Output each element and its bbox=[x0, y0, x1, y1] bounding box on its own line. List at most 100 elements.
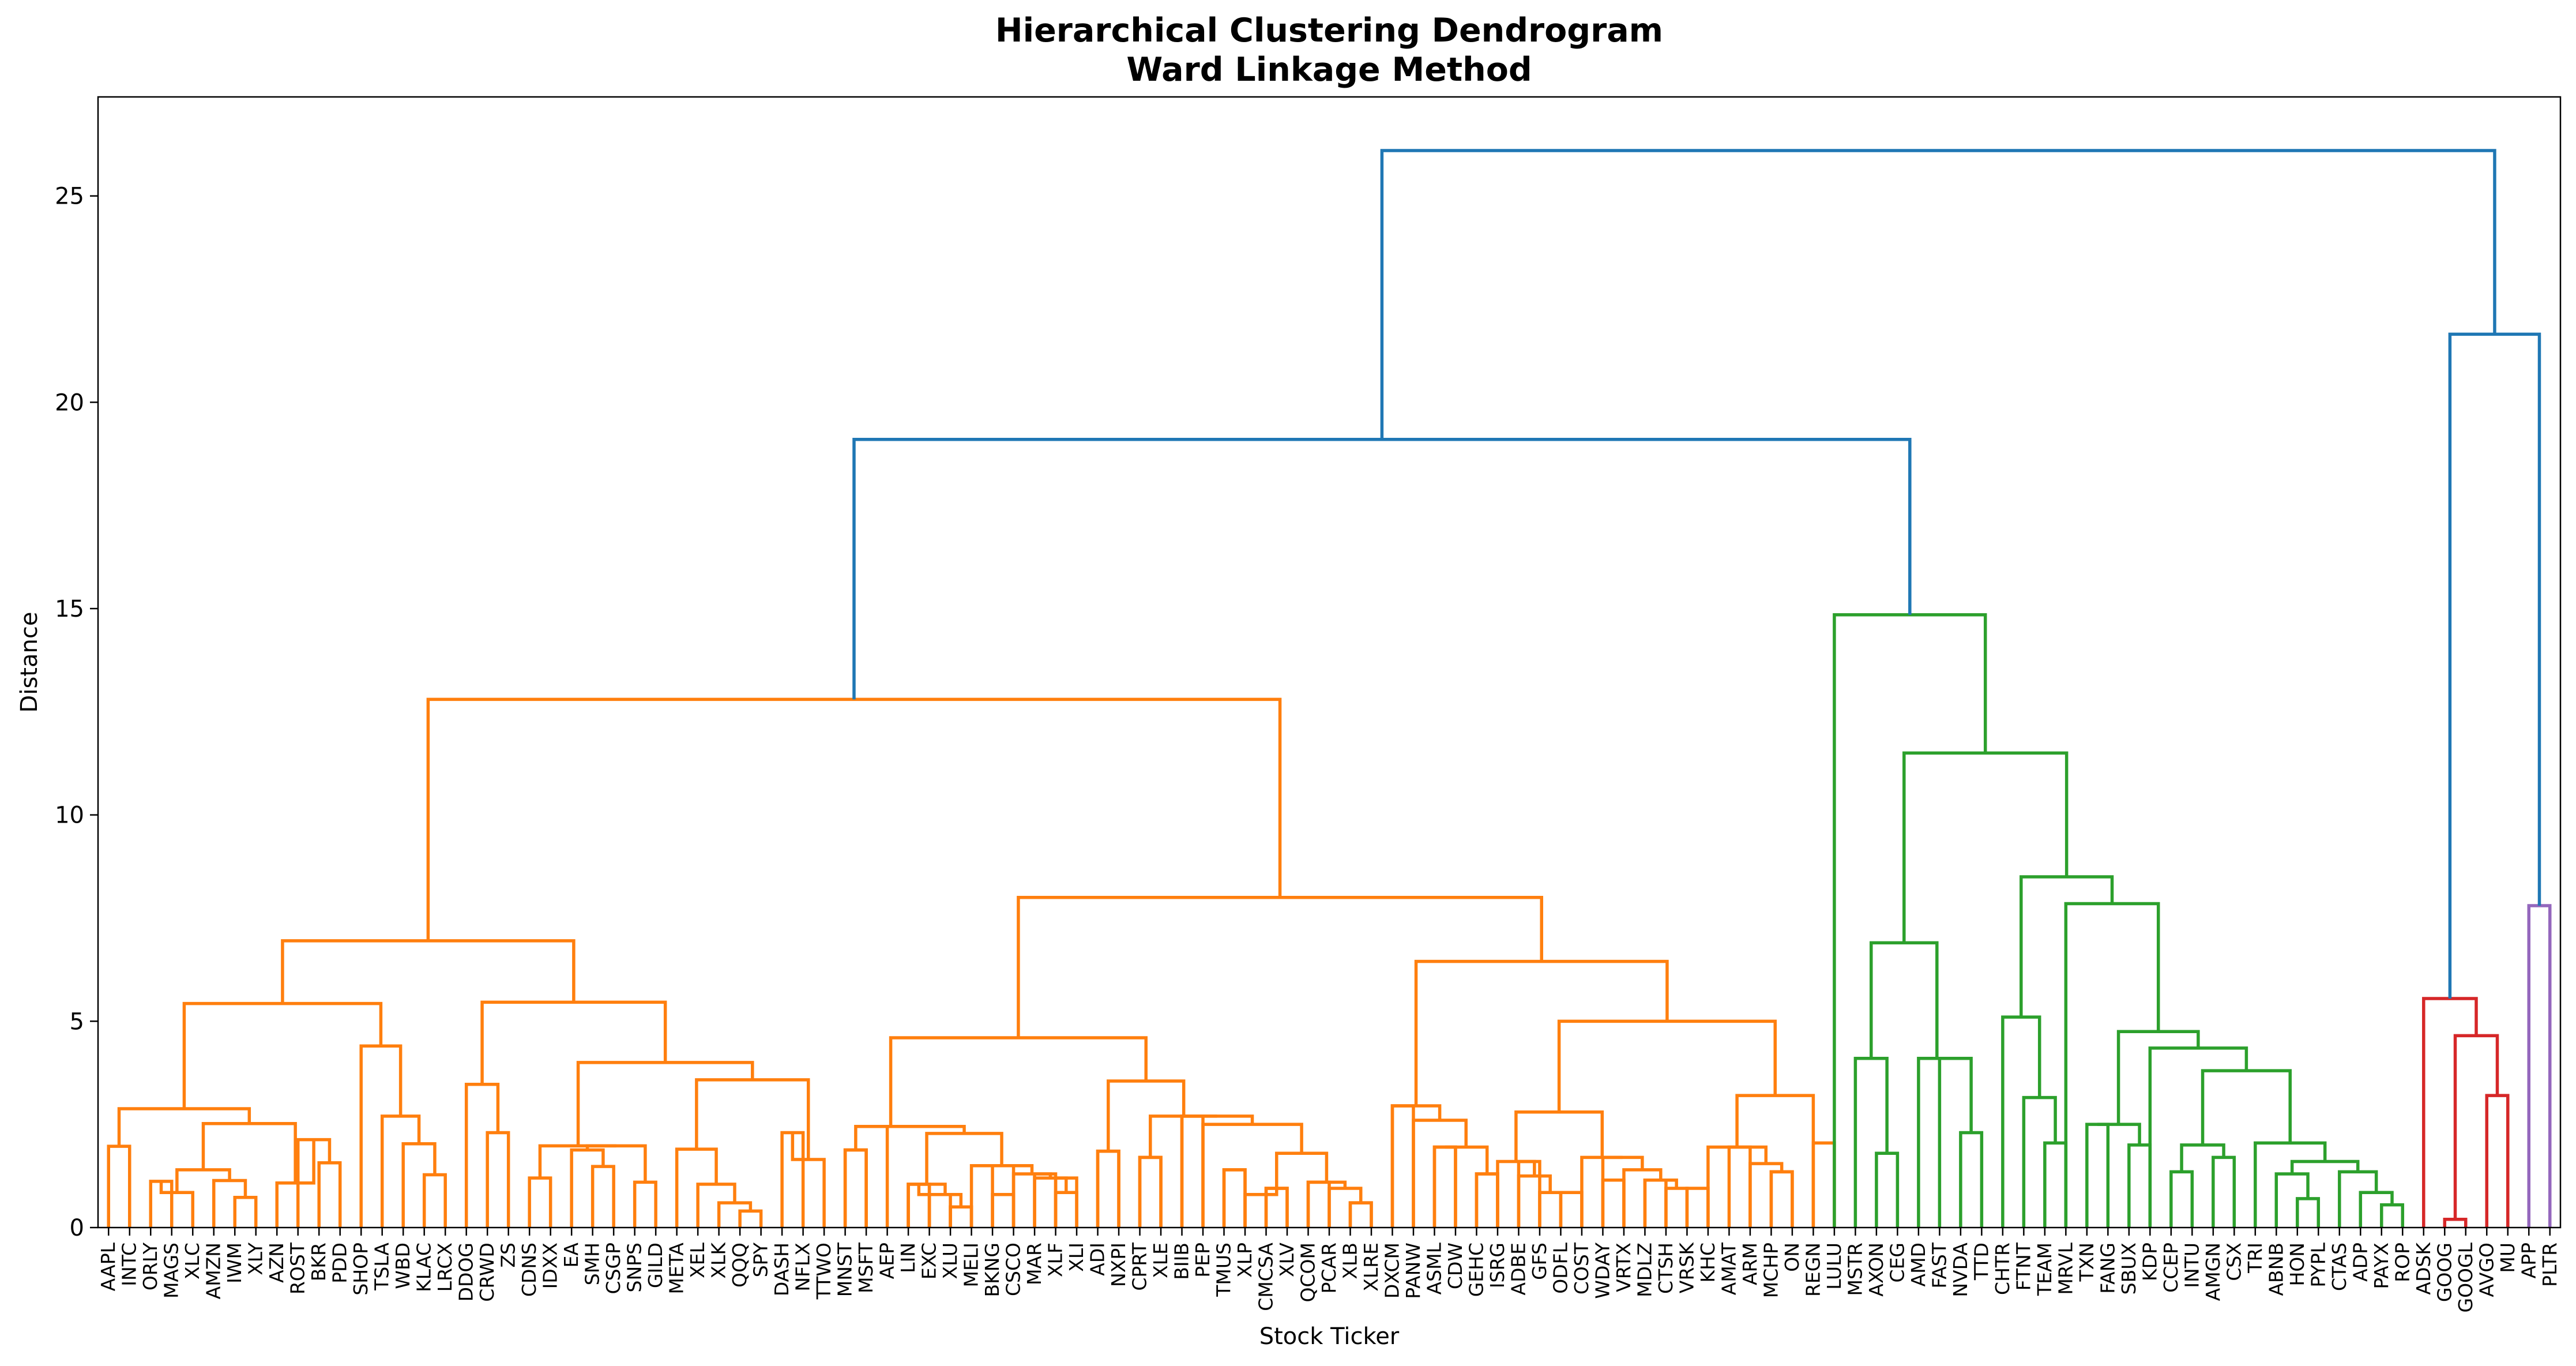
leaf-label-nvda: NVDA bbox=[1949, 1243, 1972, 1297]
leaf-label-idxx: IDXX bbox=[539, 1243, 562, 1289]
link-r-top bbox=[2422, 997, 2478, 1228]
chart-subtitle: Ward Linkage Method bbox=[1126, 51, 1532, 89]
link-n53 bbox=[1559, 1191, 1584, 1228]
leaf-label-odfl: ODFL bbox=[1549, 1242, 1571, 1293]
leaf-label-xli: XLI bbox=[1065, 1243, 1088, 1272]
link-r-avgo-mu bbox=[2485, 1094, 2510, 1228]
leaf-label-googl: GOOGL bbox=[2454, 1242, 2477, 1312]
link-r-goog-googl bbox=[2443, 1217, 2468, 1228]
link-g-mid bbox=[1902, 751, 2069, 943]
link-o-cprt-xle bbox=[1138, 1155, 1163, 1228]
link-n47 bbox=[1306, 1180, 1331, 1228]
x-axis-label: Stock Ticker bbox=[1259, 1323, 1400, 1350]
leaf-label-isrg: ISRG bbox=[1486, 1243, 1509, 1288]
leaf-label-mu: MU bbox=[2496, 1243, 2519, 1273]
leaf-label-xel: XEL bbox=[686, 1242, 709, 1278]
link-n4 bbox=[233, 1196, 258, 1228]
leaf-label-meli: MELI bbox=[960, 1243, 983, 1287]
link-g-mrvl-grp bbox=[2064, 902, 2160, 1228]
link-o-vrtx-mdlz bbox=[1622, 1168, 1663, 1228]
link-n45 bbox=[1222, 1168, 1247, 1228]
y-tick-label: 10 bbox=[55, 802, 84, 829]
link-n27 bbox=[696, 1183, 736, 1228]
leaf-label-qqq: QQQ bbox=[728, 1243, 751, 1288]
link-n44 bbox=[1180, 1114, 1205, 1228]
link-o-pcar-xlb bbox=[1328, 1187, 1363, 1228]
link-o-tmus-xlp bbox=[1222, 1168, 1247, 1228]
leaf-label-xlb: XLB bbox=[1338, 1243, 1361, 1279]
leaf-label-avgo: AVGO bbox=[2475, 1243, 2498, 1297]
link-o-gehc-isrg bbox=[1475, 1172, 1499, 1228]
leaf-label-mnst: MNST bbox=[834, 1242, 856, 1297]
leaf-label-aep: AEP bbox=[876, 1243, 898, 1279]
link-o-isrg-adbe bbox=[1496, 1159, 1536, 1228]
link-n16 bbox=[182, 1001, 383, 1109]
link-n49 bbox=[1390, 1104, 1415, 1228]
link-o-cprt-biib bbox=[1149, 1114, 1217, 1158]
y-tick-label: 15 bbox=[55, 596, 84, 622]
link-r-googl-avgo bbox=[2453, 1034, 2499, 1219]
link-n40 bbox=[1033, 1172, 1058, 1228]
link-n11 bbox=[117, 1107, 251, 1147]
link-n20 bbox=[570, 1148, 605, 1228]
link-g-ccep-intu bbox=[2169, 1170, 2194, 1228]
leaf-label-arm: ARM bbox=[1739, 1243, 1761, 1285]
leaf-label-cdw: CDW bbox=[1444, 1243, 1466, 1289]
leaf-label-xlu: XLU bbox=[939, 1243, 961, 1279]
chart-title: Hierarchical Clustering Dendrogram bbox=[995, 12, 1663, 50]
link-o-cost-regn bbox=[1557, 1019, 1777, 1112]
link-o-khc-arm bbox=[1706, 1145, 1768, 1228]
leaf-label-goog: GOOG bbox=[2433, 1243, 2455, 1302]
link-o-csco-grp bbox=[1011, 1172, 1052, 1228]
link-n10 bbox=[201, 1121, 297, 1183]
link-n26 bbox=[717, 1201, 753, 1228]
leaf-label-orly: ORLY bbox=[139, 1242, 161, 1290]
link-n15 bbox=[359, 1044, 403, 1228]
link-n28 bbox=[675, 1147, 718, 1228]
link-g-nvda-ttd bbox=[1959, 1131, 1984, 1228]
link-o-khc-regn bbox=[1735, 1094, 1815, 1228]
link-n7 bbox=[317, 1161, 342, 1228]
leaf-label-sbux: SBUX bbox=[2118, 1243, 2140, 1294]
leaf-label-wbd: WBD bbox=[392, 1243, 414, 1289]
leaf-label-nxpi: NXPI bbox=[1107, 1243, 1130, 1287]
leaf-label-dash: DASH bbox=[770, 1243, 793, 1296]
leaf-label-gild: GILD bbox=[644, 1243, 667, 1288]
leaf-label-regn: REGN bbox=[1802, 1243, 1824, 1297]
link-g-chtr-ftnt bbox=[2001, 1015, 2041, 1228]
link-o-gfs-odfl bbox=[1538, 1191, 1563, 1228]
leaf-label-team: TEAM bbox=[2033, 1243, 2056, 1296]
link-o-asml-cdw bbox=[1432, 1145, 1457, 1228]
leaf-label-vrsk: VRSK bbox=[1675, 1242, 1698, 1293]
link-n38 bbox=[949, 1205, 973, 1228]
link-g-kdp-grp bbox=[2148, 1046, 2248, 1228]
leaf-label-gehc: GEHC bbox=[1465, 1243, 1487, 1297]
leaf-label-crwd: CRWD bbox=[476, 1243, 498, 1302]
leaf-label-exc: EXC bbox=[918, 1243, 941, 1279]
link-n29 bbox=[780, 1131, 805, 1228]
leaf-label-on: ON bbox=[1781, 1243, 1803, 1272]
link-g-fang-kdp bbox=[2116, 1030, 2200, 1125]
link-n19 bbox=[591, 1165, 615, 1228]
leaf-label-mdlz: MDLZ bbox=[1633, 1243, 1656, 1297]
leaf-label-vrtx: VRTX bbox=[1612, 1243, 1635, 1292]
leaf-label-smh: SMH bbox=[581, 1243, 604, 1285]
leaf-label-iwm: IWM bbox=[223, 1243, 246, 1284]
leaf-label-pdd: PDD bbox=[329, 1243, 351, 1284]
leaf-label-msft: MSFT bbox=[855, 1242, 877, 1293]
link-g-mstr-axon bbox=[1853, 1056, 1889, 1228]
leaf-label-intc: INTC bbox=[118, 1243, 141, 1286]
link-o-mchp-on bbox=[1769, 1170, 1794, 1228]
link-g-amd-fast bbox=[1917, 1056, 1955, 1228]
leaf-label-pcar: PCAR bbox=[1318, 1243, 1340, 1293]
link-o-xlp-cm bbox=[1243, 1188, 1278, 1228]
leaf-label-adi: ADI bbox=[1086, 1243, 1109, 1276]
link-n33 bbox=[480, 1000, 667, 1084]
link-o-bkng-csco bbox=[991, 1193, 1016, 1228]
y-axis-label: Distance bbox=[16, 612, 43, 713]
y-tick-label: 25 bbox=[55, 183, 84, 210]
link-o-mnst-msft bbox=[843, 1148, 868, 1228]
leaf-label-csgp: CSGP bbox=[602, 1243, 625, 1294]
leaf-label-fang: FANG bbox=[2096, 1243, 2119, 1294]
leaf-label-abnb: ABNB bbox=[2265, 1243, 2287, 1296]
